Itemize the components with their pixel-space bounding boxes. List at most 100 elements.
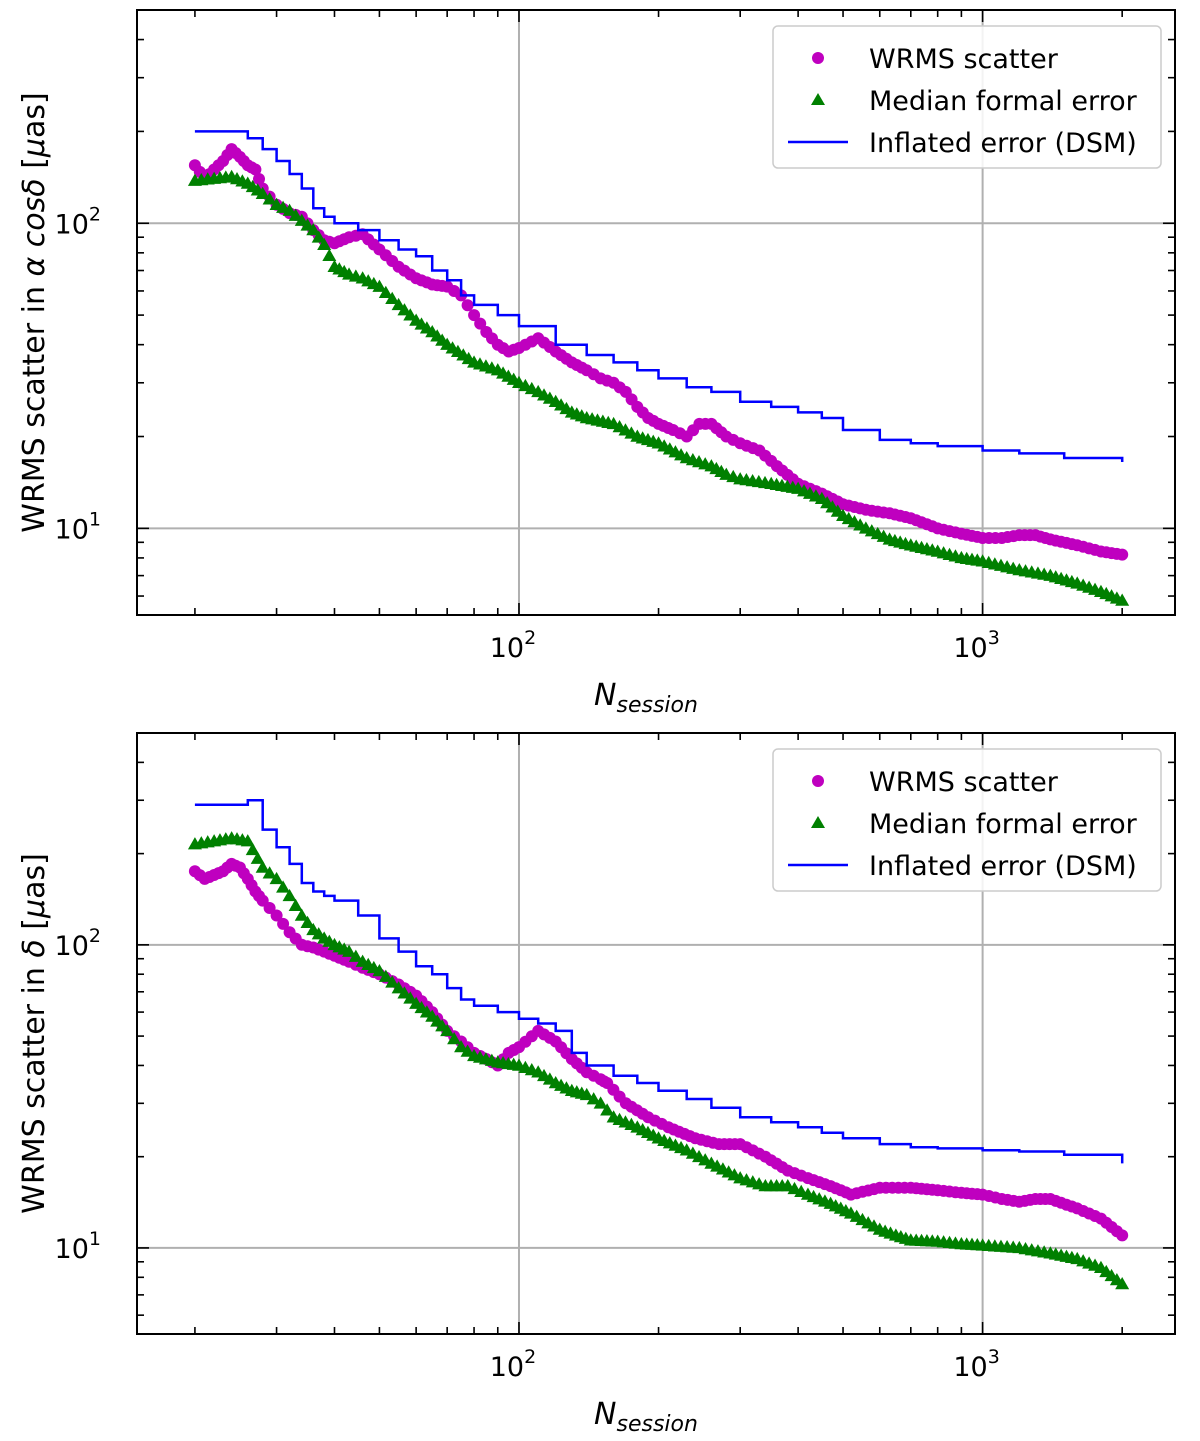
data-point bbox=[372, 963, 387, 977]
y-label-var: α cosδ bbox=[17, 178, 52, 276]
data-point bbox=[288, 898, 303, 911]
data-point bbox=[249, 163, 262, 176]
tick-exponent: 2 bbox=[89, 203, 101, 225]
y-label-unit-mu: μ bbox=[17, 138, 52, 158]
data-point bbox=[263, 902, 276, 914]
data-point bbox=[378, 285, 393, 298]
y-label-unit-open: [ bbox=[17, 918, 52, 939]
data-point bbox=[288, 208, 303, 221]
data-point bbox=[403, 991, 418, 1004]
data-point bbox=[1116, 1229, 1129, 1242]
data-point bbox=[440, 1023, 455, 1037]
x-axis-label: Nsession bbox=[594, 1397, 698, 1437]
series-line-dsm bbox=[194, 798, 1124, 1164]
tick-base: 10 bbox=[953, 1352, 987, 1383]
data-point bbox=[276, 880, 291, 893]
tick-exponent: 2 bbox=[524, 1346, 536, 1368]
legend-label: WRMS scatter bbox=[869, 767, 1059, 798]
y-label-prefix: WRMS scatter in bbox=[17, 958, 52, 1214]
data-point bbox=[245, 842, 260, 856]
data-point bbox=[317, 237, 332, 251]
y-axis-label: WRMS scatter in δ [μas] bbox=[17, 853, 52, 1214]
legend-label: Inflated error (DSM) bbox=[869, 128, 1137, 159]
y-tick-label: 102 bbox=[55, 925, 101, 962]
data-point bbox=[322, 248, 337, 262]
plot-area bbox=[187, 798, 1130, 1290]
data-point bbox=[311, 230, 326, 243]
legend-label: Median formal error bbox=[869, 809, 1138, 840]
data-point bbox=[593, 1096, 608, 1109]
tick-exponent: 3 bbox=[988, 1346, 1000, 1368]
series-line-dsm bbox=[194, 130, 1124, 462]
x-label-main: N bbox=[594, 678, 616, 713]
data-point bbox=[391, 297, 406, 311]
series-wrms-scatter bbox=[188, 857, 1129, 1242]
tick-exponent: 1 bbox=[89, 1228, 101, 1250]
legend-marker-circle bbox=[812, 52, 824, 64]
legend-label: WRMS scatter bbox=[869, 44, 1059, 75]
data-point bbox=[262, 192, 277, 205]
x-label-main: N bbox=[594, 1397, 616, 1432]
tick-base: 10 bbox=[55, 514, 89, 545]
x-label-sub: session bbox=[617, 1412, 698, 1437]
data-point bbox=[1115, 1277, 1130, 1290]
y-label-unit-open: [ bbox=[17, 157, 52, 178]
x-label-sub: session bbox=[617, 693, 698, 718]
y-label-prefix: WRMS scatter in bbox=[17, 277, 52, 533]
x-tick-label: 102 bbox=[490, 1346, 536, 1383]
tick-base: 10 bbox=[55, 931, 89, 962]
y-axis-label: WRMS scatter in α cosδ [μas] bbox=[17, 92, 52, 532]
tick-exponent: 3 bbox=[988, 627, 1000, 649]
series-median-formal-error bbox=[187, 831, 1130, 1290]
legend-label: Inflated error (DSM) bbox=[869, 851, 1137, 882]
data-point bbox=[461, 299, 474, 312]
data-point bbox=[255, 186, 270, 199]
data-point bbox=[474, 317, 487, 330]
data-point bbox=[269, 871, 284, 885]
legend-label: Median formal error bbox=[869, 86, 1138, 117]
data-point bbox=[454, 1040, 469, 1053]
axes-frame bbox=[136, 9, 1176, 616]
data-point bbox=[1115, 593, 1130, 606]
data-point bbox=[378, 969, 393, 982]
y-label-unit-rest: as] bbox=[17, 92, 52, 138]
data-point bbox=[348, 949, 363, 962]
tick-base: 10 bbox=[490, 633, 524, 664]
data-point bbox=[372, 279, 387, 292]
data-point bbox=[1116, 548, 1129, 561]
y-label-unit-rest: as] bbox=[17, 853, 52, 899]
tick-exponent: 2 bbox=[89, 925, 101, 947]
tick-exponent: 2 bbox=[524, 627, 536, 649]
legend-marker-triangle bbox=[811, 93, 825, 105]
data-point bbox=[385, 291, 400, 305]
data-point bbox=[282, 203, 297, 216]
data-point bbox=[300, 915, 315, 928]
data-point bbox=[447, 1031, 462, 1045]
data-point bbox=[397, 986, 412, 999]
data-point bbox=[240, 834, 255, 847]
data-point bbox=[600, 1103, 615, 1116]
data-point bbox=[460, 1044, 475, 1057]
data-point bbox=[270, 909, 283, 922]
data-point bbox=[342, 944, 357, 957]
data-point bbox=[306, 223, 321, 236]
tick-base: 10 bbox=[953, 633, 987, 664]
tick-base: 10 bbox=[490, 1352, 524, 1383]
y-tick-label: 101 bbox=[55, 1228, 101, 1265]
series-median-formal-error bbox=[187, 169, 1130, 606]
data-point bbox=[282, 888, 297, 902]
y-tick-label: 101 bbox=[55, 508, 101, 545]
data-point bbox=[253, 173, 265, 185]
y-label-var: δ bbox=[17, 939, 52, 957]
plot-area bbox=[187, 130, 1130, 606]
x-tick-label: 103 bbox=[953, 627, 999, 664]
data-point bbox=[586, 1092, 601, 1105]
legend-box bbox=[772, 748, 1162, 892]
tick-exponent: 1 bbox=[89, 508, 101, 530]
data-point bbox=[294, 908, 309, 921]
y-label-unit-mu: μ bbox=[17, 899, 52, 919]
data-point bbox=[579, 1087, 594, 1101]
x-axis-label: Nsession bbox=[594, 678, 698, 718]
data-point bbox=[397, 303, 412, 316]
